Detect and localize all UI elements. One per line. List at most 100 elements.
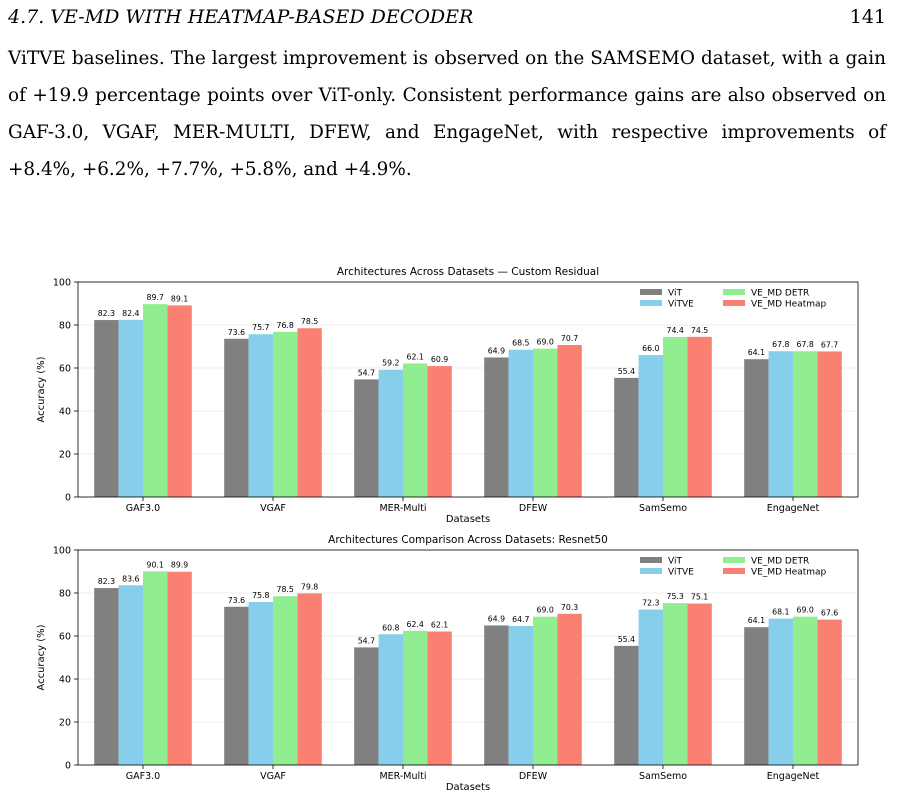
bar	[817, 351, 842, 497]
x-tick-label: VGAF	[260, 503, 286, 514]
x-tick-label: EngageNet	[767, 771, 820, 782]
bar	[354, 647, 379, 765]
bar	[484, 357, 509, 497]
data-label: 54.7	[358, 636, 375, 645]
bar	[224, 606, 249, 765]
data-label: 75.7	[252, 323, 269, 332]
data-label: 59.2	[382, 359, 399, 368]
bar	[248, 602, 273, 765]
bar	[614, 377, 639, 497]
bar	[378, 634, 403, 765]
bar	[744, 359, 769, 497]
bar	[687, 603, 712, 765]
bar	[508, 349, 533, 497]
data-label: 55.4	[618, 367, 635, 376]
y-tick-label: 80	[59, 321, 71, 332]
bar	[638, 609, 663, 765]
bar	[94, 320, 119, 497]
data-label: 82.3	[98, 577, 115, 586]
data-label: 69.0	[537, 338, 554, 347]
data-label: 67.8	[772, 340, 789, 349]
x-tick-label: SamSemo	[639, 503, 687, 514]
data-label: 66.0	[642, 344, 659, 353]
plot-frame	[77, 549, 859, 766]
bar	[638, 355, 663, 497]
data-label: 83.6	[122, 574, 139, 583]
bar-chart-svg: Architectures Comparison Across Datasets…	[36, 534, 859, 793]
bar	[557, 613, 582, 765]
data-label: 64.1	[748, 348, 765, 357]
data-label: 89.9	[171, 561, 188, 570]
data-label: 75.1	[691, 593, 708, 602]
legend-swatch	[723, 557, 745, 563]
x-tick-label: GAF3.0	[126, 771, 160, 782]
x-tick-label: GAF3.0	[126, 503, 160, 514]
bar	[793, 616, 818, 765]
bar	[557, 344, 582, 497]
y-tick-label: 80	[59, 589, 71, 600]
chart-resnet50: Architectures Comparison Across Datasets…	[0, 530, 899, 800]
x-tick-label: VGAF	[260, 771, 286, 782]
x-tick-label: DFEW	[519, 503, 548, 514]
data-label: 62.1	[407, 352, 424, 361]
data-label: 62.1	[431, 620, 448, 629]
y-tick-label: 60	[59, 632, 71, 643]
y-axis-label: Accuracy (%)	[36, 624, 47, 690]
x-axis-label: Datasets	[446, 782, 490, 793]
bar-chart-svg: Architectures Across Datasets — Custom R…	[36, 266, 859, 525]
x-tick-label: SamSemo	[639, 771, 687, 782]
page-header: 4.7. VE-MD WITH HEATMAP-BASED DECODER 14…	[8, 0, 886, 36]
data-label: 89.1	[171, 294, 188, 303]
legend-label: ViTVE	[668, 300, 694, 310]
data-label: 78.5	[301, 317, 318, 326]
data-label: 67.6	[821, 609, 838, 618]
x-tick-label: MER-Multi	[379, 771, 426, 782]
legend-label: VE_MD Heatmap	[751, 300, 827, 310]
y-tick-label: 0	[65, 761, 71, 772]
page-number: 141	[849, 6, 886, 28]
data-label: 75.8	[252, 591, 269, 600]
plot-frame	[77, 281, 859, 498]
bar	[508, 625, 533, 765]
legend-swatch	[640, 300, 662, 306]
data-label: 67.7	[821, 340, 838, 349]
legend-swatch	[723, 568, 745, 574]
data-label: 64.9	[488, 614, 505, 623]
bar	[273, 596, 298, 765]
data-label: 68.1	[772, 608, 789, 617]
bar	[378, 369, 403, 497]
legend-label: VE_MD DETR	[751, 557, 809, 567]
legend-label: VE_MD DETR	[751, 289, 809, 299]
bar	[484, 625, 509, 765]
y-tick-label: 0	[65, 493, 71, 504]
data-label: 67.8	[797, 340, 814, 349]
data-label: 74.4	[667, 326, 684, 335]
bar	[118, 585, 143, 765]
data-label: 64.7	[512, 615, 529, 624]
x-tick-label: EngageNet	[767, 503, 820, 514]
legend-label: ViTVE	[668, 568, 694, 578]
data-label: 55.4	[618, 635, 635, 644]
bar	[143, 571, 168, 765]
data-label: 72.3	[642, 599, 659, 608]
data-label: 62.4	[407, 620, 424, 629]
chart-title: Architectures Across Datasets — Custom R…	[337, 266, 599, 278]
bar	[427, 631, 452, 765]
bar	[403, 630, 428, 765]
legend-label: VE_MD Heatmap	[751, 568, 827, 578]
data-label: 90.1	[147, 560, 164, 569]
data-label: 73.6	[228, 596, 245, 605]
legend-swatch	[640, 289, 662, 295]
data-label: 76.8	[277, 321, 294, 330]
data-label: 69.0	[797, 606, 814, 615]
data-label: 89.7	[147, 293, 164, 302]
bar	[533, 348, 558, 497]
body-paragraph: ViTVE baselines. The largest improvement…	[8, 48, 886, 180]
legend-label: ViT	[668, 557, 682, 567]
legend-swatch	[723, 300, 745, 306]
y-tick-label: 20	[59, 450, 71, 461]
bar	[224, 338, 249, 497]
x-axis-label: Datasets	[446, 514, 490, 525]
bar	[354, 379, 379, 497]
bar	[167, 571, 192, 765]
